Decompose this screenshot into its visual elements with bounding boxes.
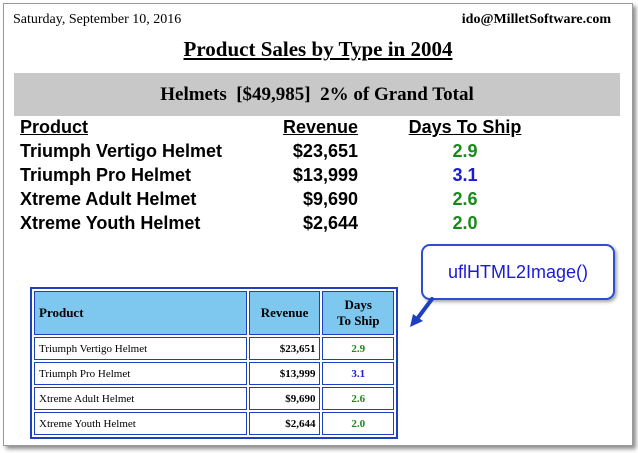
row-product: Triumph Vertigo Helmet (20, 141, 223, 161)
group-percent: 2% of Grand Total (320, 83, 474, 105)
mini-header-days: Days To Ship (322, 291, 394, 335)
mini-cell-revenue: $9,690 (248, 387, 321, 410)
mini-cell-days: 3.1 (322, 362, 394, 385)
mini-cell-revenue: $13,999 (248, 362, 321, 385)
col-header-revenue: Revenue (282, 117, 358, 137)
mini-cell-days: 2.0 (322, 412, 394, 435)
mini-cell-revenue: $23,651 (248, 337, 321, 360)
mini-header-revenue: Revenue (248, 291, 321, 335)
function-callout: uflHTML2Image() (421, 244, 615, 300)
mini-cell-product: Triumph Pro Helmet (34, 362, 247, 385)
mini-cell-product: Triumph Vertigo Helmet (34, 337, 247, 360)
col-header-product: Product (20, 117, 89, 137)
row-days: 3.1 (452, 165, 478, 185)
row-product: Xtreme Adult Helmet (20, 189, 197, 209)
report-row: Triumph Pro Helmet $13,999 3.1 (20, 165, 620, 189)
row-days: 2.6 (452, 189, 478, 209)
report-title: Product Sales by Type in 2004 (4, 37, 632, 62)
group-header-bar: Helmets [$49,985] 2% of Grand Total (14, 73, 620, 116)
rendered-image-table: Product Revenue Days To Ship Triumph Ver… (30, 287, 398, 439)
callout-arrow-icon (410, 297, 434, 327)
report-row: Triumph Vertigo Helmet $23,651 2.9 (20, 141, 620, 165)
mini-header-days-line2: To Ship (336, 313, 380, 328)
row-revenue: $23,651 (292, 141, 358, 161)
row-revenue: $13,999 (292, 165, 358, 185)
mini-cell-days: 2.6 (322, 387, 394, 410)
col-header-days: Days To Ship (408, 117, 522, 137)
mini-cell-product: Xtreme Adult Helmet (34, 387, 247, 410)
report-column-headers: Product Revenue Days To Ship (20, 117, 620, 141)
report-email: ido@MilletSoftware.com (461, 12, 611, 27)
report-row: Xtreme Youth Helmet $2,644 2.0 (20, 213, 620, 237)
mini-cell-revenue: $2,644 (248, 412, 321, 435)
row-product: Xtreme Youth Helmet (20, 213, 201, 233)
report-title-text: Product Sales by Type in 2004 (183, 37, 453, 61)
mini-cell-days: 2.9 (322, 337, 394, 360)
group-name: Helmets (160, 83, 227, 105)
mini-cell-product: Xtreme Youth Helmet (34, 412, 247, 435)
mini-header-product: Product (34, 291, 247, 335)
row-product: Triumph Pro Helmet (20, 165, 192, 185)
report-frame: Saturday, September 10, 2016 ido@MilletS… (3, 3, 633, 446)
report-date: Saturday, September 10, 2016 (13, 12, 182, 27)
mini-table-row: Triumph Pro Helmet $13,999 3.1 (34, 362, 394, 385)
mini-table-row: Triumph Vertigo Helmet $23,651 2.9 (34, 337, 394, 360)
mini-header-days-line1: Days (344, 297, 372, 312)
mini-header-row: Product Revenue Days To Ship (34, 291, 394, 335)
report-row: Xtreme Adult Helmet $9,690 2.6 (20, 189, 620, 213)
group-total: [$49,985] (236, 83, 311, 105)
row-days: 2.9 (452, 141, 478, 161)
row-revenue: $2,644 (302, 213, 358, 233)
row-days: 2.0 (452, 213, 478, 233)
mini-table-row: Xtreme Adult Helmet $9,690 2.6 (34, 387, 394, 410)
row-revenue: $9,690 (302, 189, 358, 209)
mini-table-row: Xtreme Youth Helmet $2,644 2.0 (34, 412, 394, 435)
callout-text: uflHTML2Image() (447, 261, 589, 282)
